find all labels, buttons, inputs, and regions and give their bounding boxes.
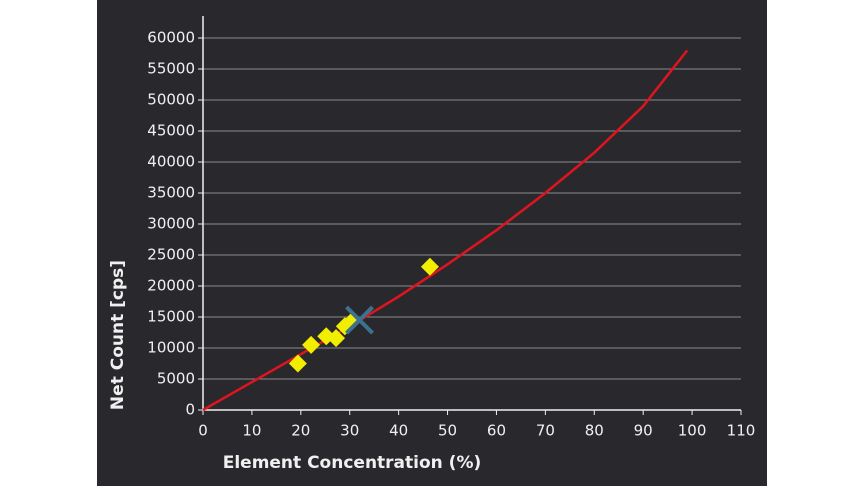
x-tick-label: 20 [291, 422, 310, 440]
y-tick-label: 10000 [147, 339, 195, 357]
y-tick-label: 0 [185, 401, 195, 419]
y-axis-title: Net Count [cps] [108, 260, 128, 410]
curve [202, 49, 689, 412]
x-axis-title: Element Concentration (%) [223, 453, 482, 473]
diamond-point [288, 354, 307, 373]
x-tick-label: 0 [198, 422, 208, 440]
x-tick-label: 10 [242, 422, 261, 440]
x-tick-label: 80 [585, 422, 604, 440]
x-tick-label: 50 [438, 422, 457, 440]
y-tick-label: 50000 [147, 91, 195, 109]
x-tick-label: 100 [678, 422, 707, 440]
x-tick-label: 110 [727, 422, 756, 440]
x-tick-label: 40 [389, 422, 408, 440]
y-tick-label: 20000 [147, 277, 195, 295]
x-tick-label: 30 [340, 422, 359, 440]
y-tick-label: 45000 [147, 122, 195, 140]
y-tick-label: 25000 [147, 246, 195, 264]
diamond-point [327, 329, 346, 348]
diamond-point [420, 257, 439, 276]
diamond-point [302, 335, 321, 354]
y-tick-label: 55000 [147, 60, 195, 78]
y-tick-label: 15000 [147, 308, 195, 326]
x-tick-label: 90 [634, 422, 653, 440]
x-point [345, 305, 374, 335]
x-tick-label: 70 [536, 422, 555, 440]
y-tick-label: 30000 [147, 215, 195, 233]
panel [97, 0, 767, 486]
x-tick-label: 60 [487, 422, 506, 440]
y-tick-label: 5000 [157, 370, 195, 388]
y-tick-label: 40000 [147, 153, 195, 171]
y-tick-label: 60000 [147, 29, 195, 47]
y-tick-label: 35000 [147, 184, 195, 202]
